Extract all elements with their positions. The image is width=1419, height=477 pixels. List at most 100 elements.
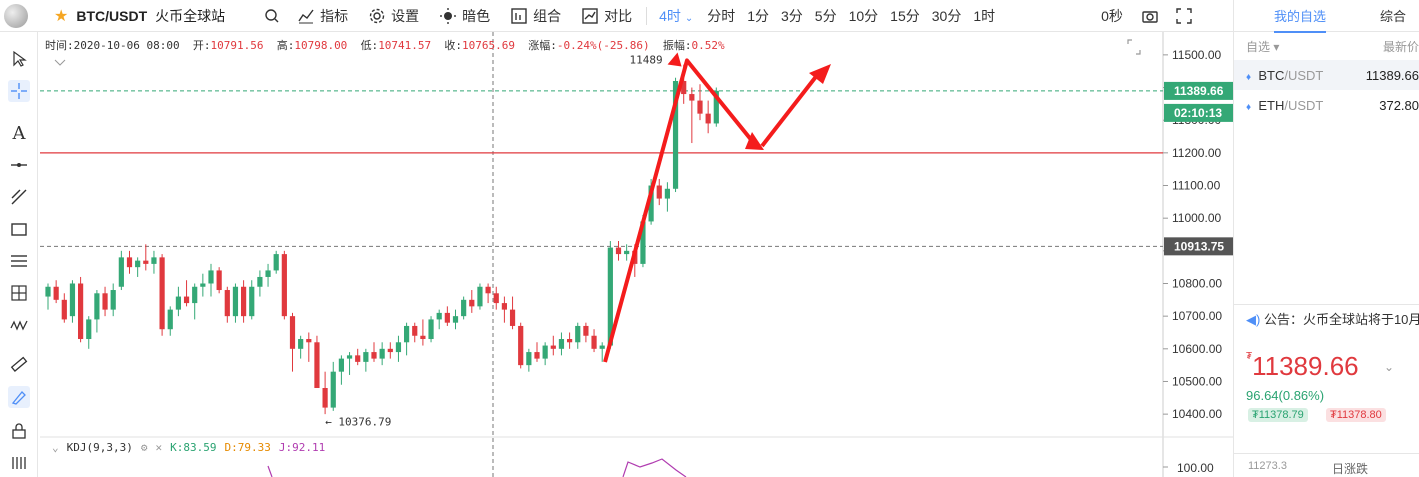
candle-body [485,286,491,294]
candle-body [379,348,385,359]
period-30m[interactable]: 30分 [931,7,962,24]
candle-body [53,286,59,300]
horizontal-line-icon[interactable] [8,154,30,176]
candle-body [135,260,141,268]
search-icon[interactable] [263,7,281,25]
candle-body [355,355,361,362]
fullscreen-icon[interactable] [1175,7,1193,25]
candle-body [493,293,499,304]
candle-body [86,319,92,340]
candle-body [648,185,654,222]
period-1m[interactable]: 1分 [747,7,769,24]
compare-button[interactable]: 对比 [581,6,632,26]
info-collapse-chevron-icon [54,59,66,66]
candle-body [501,303,507,310]
kdj-close-icon[interactable]: ✕ [155,441,163,454]
period-1h[interactable]: 1时 [973,7,996,24]
amplitude-label: 振幅: [662,39,692,52]
camera-icon[interactable] [1141,7,1159,25]
settings-button[interactable]: 设置 [368,6,419,26]
kdj-j-line [267,465,273,477]
high-value: 10798.00 [294,39,348,52]
compare-label: 对比 [604,7,633,24]
crosshair-icon[interactable] [8,80,30,102]
kdj-name: KDJ(9,3,3) [66,441,133,454]
more-tools-icon[interactable] [8,452,30,474]
candle-body [257,276,263,287]
time-value: 2020-10-06 08:00 [73,39,180,52]
eth-coin-icon: ♦ [1246,101,1252,113]
cursor-arrow-icon[interactable] [8,48,30,70]
period-timeline[interactable]: 分时 [707,7,736,24]
period-10m[interactable]: 10分 [848,7,879,24]
watchlist-tabs: 我的自选 综合 [1234,0,1419,33]
theme-label: 暗色 [462,7,491,24]
list-item[interactable]: ♦ BTC/USDT 11389.66 [1234,60,1419,90]
period-5m[interactable]: 5分 [814,7,837,24]
candle-body [689,94,695,101]
parallel-lines-icon[interactable] [8,250,30,272]
level-price-tag: 10913.75 [1174,239,1224,253]
y-tick-label: 10900.00 [1172,244,1222,258]
candle-body [338,358,344,372]
candle-body [69,283,76,317]
y-tick-label: 11500.00 [1172,48,1221,62]
lock-icon[interactable] [8,420,30,442]
candle-body [102,293,108,310]
low-label: 低: [360,39,379,52]
top-toolbar: ★ BTC/USDT 火币全球站 指标 设置 暗色 组合 对比 4时 ⌄ 分时 … [0,0,1233,32]
theme-button[interactable]: 暗色 [439,6,490,26]
period-15m[interactable]: 15分 [890,7,920,24]
bottom-low-value: 11273.3 [1248,460,1287,472]
interval-dropdown[interactable]: 4时 ⌄ [659,7,694,24]
kdj-settings-icon[interactable]: ⚙ [140,441,148,454]
indicator-button[interactable]: 指标 [297,6,348,26]
favorite-star-icon[interactable]: ★ [54,7,69,25]
candle-body [143,260,149,264]
candle-body [412,325,418,336]
expand-chevron-icon[interactable]: ⌄ [1384,360,1395,374]
last-price-tag-bg [1164,81,1233,100]
current-price: ₮11389.66 [1246,351,1359,381]
candle-body [346,355,353,359]
change-value: -0.24%(-25.86) [556,39,650,52]
candle-body [672,80,679,189]
tab-composite[interactable]: 综合 [1380,9,1407,24]
pen-icon[interactable] [8,386,30,408]
list-item[interactable]: ♦ ETH/USDT 372.80 [1246,97,1419,113]
tab-my-watchlist[interactable]: 我的自选 [1234,6,1327,33]
watchlist-filter[interactable]: 自选 ▾ [1246,39,1280,54]
ruler-icon[interactable] [8,354,30,376]
candle-body [61,299,67,320]
change-label: 涨幅: [528,39,557,52]
wave-icon[interactable] [8,314,30,336]
candle-body [436,312,442,320]
ohlc-info-line: 时间:2020-10-06 08:00 开:10791.56 高:10798.0… [45,37,725,53]
indicator-label: 指标 [320,7,349,24]
collapse-chevron-icon[interactable]: ⌄ [52,441,59,454]
close-label: 收: [444,39,463,52]
candle-body [298,339,304,349]
candle-body [200,283,206,287]
kdj-legend: ⌄ KDJ(9,3,3) ⚙ ✕ K:83.59 D:79.33 J:92.11 [52,441,325,454]
combo-button[interactable]: 组合 [510,6,561,26]
indicator-icon [298,9,314,23]
candle-body [306,339,312,343]
time-label: 时间: [45,39,74,52]
price-chart[interactable]: 11500.00 11400.00 11300.00 11200.00 11100.00… [0,0,1233,477]
pair-title[interactable]: BTC/USDT [76,7,148,24]
text-tool-icon[interactable]: A [12,122,26,144]
candle-body [640,221,646,264]
candle-body [632,250,638,264]
speaker-icon: ◀) [1246,312,1261,327]
announcement-bar[interactable]: ◀) 公告：火币全球站将于10月 [1234,304,1419,330]
candle-body [469,299,475,307]
candle-body [615,247,622,255]
candle-body [428,319,434,340]
trend-line-icon[interactable] [8,186,30,208]
fibonacci-grid-icon[interactable] [8,282,30,304]
rectangle-icon[interactable] [8,218,30,240]
candle-body [599,345,605,349]
candle-body [656,185,662,199]
period-3m[interactable]: 3分 [781,7,803,24]
